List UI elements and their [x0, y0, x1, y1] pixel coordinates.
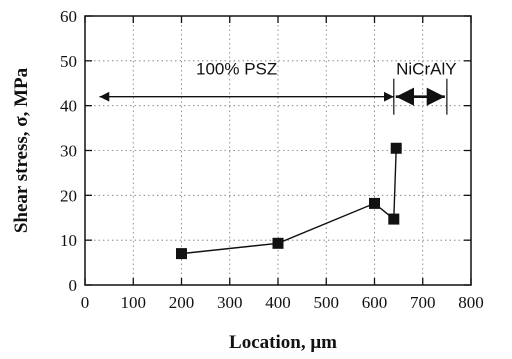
x-tick-label: 0 [81, 293, 90, 312]
y-axis-label: Shear stress, σ, MPa [11, 67, 32, 233]
x-tick-label: 300 [217, 293, 243, 312]
x-tick-label: 400 [265, 293, 291, 312]
x-tick-label: 100 [121, 293, 147, 312]
data-point [176, 248, 187, 260]
data-point [390, 142, 402, 154]
region-label: 100% PSZ [196, 60, 277, 79]
grid-lines [85, 16, 471, 285]
y-tick-label: 30 [60, 142, 77, 161]
series-group [176, 142, 402, 260]
x-tick-label: 200 [169, 293, 195, 312]
y-tick-label: 0 [69, 276, 78, 295]
x-tick-label: 600 [362, 293, 388, 312]
y-tick-label: 40 [60, 97, 77, 116]
x-tick-label: 700 [410, 293, 436, 312]
data-point [388, 213, 400, 225]
region-annotations: 100% PSZ NiCrAlY [99, 60, 457, 115]
axis-ticks [84, 15, 472, 286]
y-tick-label: 50 [60, 52, 77, 71]
y-tick-label: 10 [60, 231, 77, 250]
data-point [369, 197, 380, 209]
series-line [181, 148, 397, 255]
region-label: NiCrAlY [396, 60, 456, 79]
x-tick-label: 500 [314, 293, 340, 312]
tick-labels: 0 100 200 300 400 500 600 700 800 0 10 20 30 40 50 60 [60, 7, 484, 312]
y-tick-label: 60 [60, 7, 77, 26]
y-tick-label: 20 [60, 186, 77, 205]
data-point [272, 237, 284, 249]
x-axis-label: Location, μm [229, 332, 337, 353]
x-tick-label: 800 [458, 293, 484, 312]
